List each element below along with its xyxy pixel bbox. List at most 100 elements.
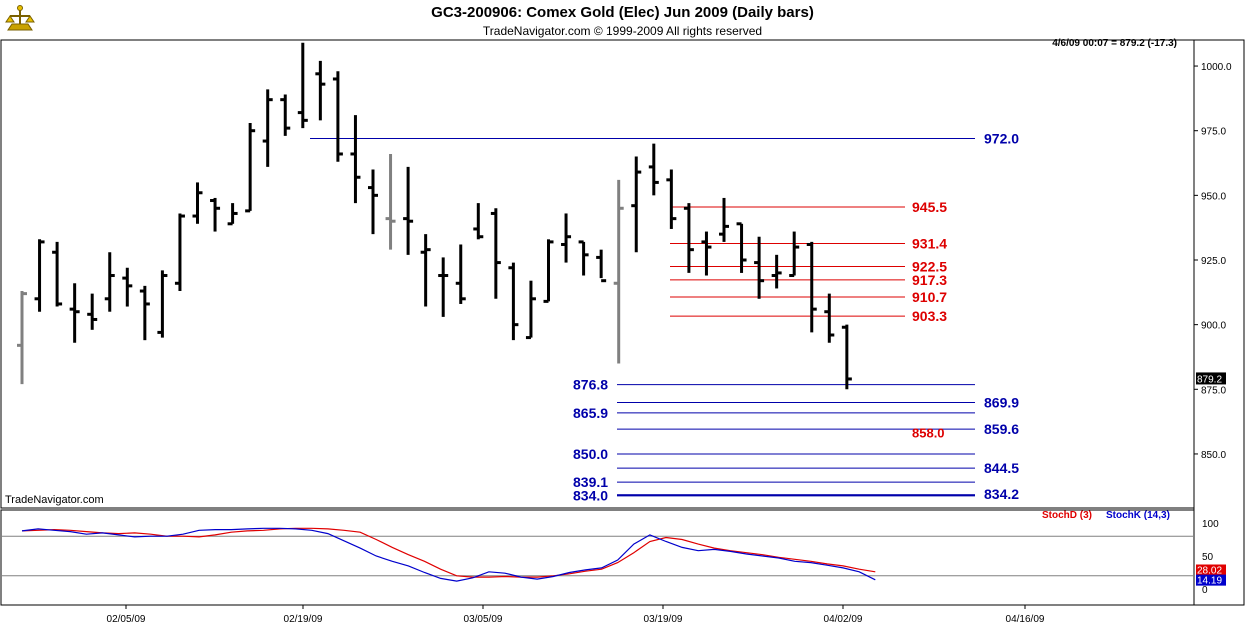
ohlc-bar (490, 208, 501, 299)
ohlc-bar (683, 203, 694, 273)
ohlc-bar (403, 166, 414, 255)
ohlc-bar (87, 293, 98, 330)
ohlc-bar (122, 267, 133, 307)
x-tick-label: 03/05/09 (464, 614, 503, 625)
y-tick-label: 1000.0 (1201, 62, 1232, 73)
ohlc-bar (666, 169, 677, 229)
x-tick-label: 04/16/09 (1006, 614, 1045, 625)
y-tick-label: 975.0 (1201, 127, 1226, 138)
ohlc-bar (34, 239, 45, 312)
ohlc-bar (578, 240, 589, 276)
y-tick-label: 925.0 (1201, 256, 1226, 267)
ohlc-bar (824, 293, 835, 343)
ohlc-bar (754, 236, 765, 299)
ohlc-bar (473, 203, 484, 240)
ohlc-bar (17, 291, 27, 385)
level-label: 859.6 (984, 421, 1019, 437)
stoch-tick-label: 100 (1202, 519, 1219, 530)
ohlc-bar (368, 169, 378, 235)
level-label: 903.3 (912, 308, 947, 324)
ohlc-bar (280, 94, 291, 136)
ohlc-bar (648, 143, 659, 196)
level-label: 834.2 (984, 486, 1019, 502)
stochd-legend: StochD (3) (1042, 510, 1092, 521)
stochk-badge (1196, 574, 1226, 586)
stoch-tick-label: 50 (1202, 552, 1214, 563)
ohlc-bar (438, 257, 449, 317)
level-label: 917.3 (912, 272, 947, 288)
x-tick-label: 04/02/09 (824, 614, 863, 625)
ohlc-bar (227, 203, 238, 226)
stochd-value: 28.02 (1197, 566, 1222, 577)
ohlc-bar (596, 249, 607, 283)
ohlc-bar (806, 241, 817, 333)
stoch-tick-label: 0 (1202, 585, 1208, 596)
level-label: 869.9 (984, 394, 1019, 410)
level-label: 839.1 (573, 474, 608, 490)
y-tick-label: 950.0 (1201, 191, 1226, 202)
stochd-line (21, 527, 876, 578)
level-label: 922.5 (912, 258, 947, 274)
indicator-panel-frame (0, 509, 1195, 606)
stochk-legend: StochK (14,3) (1106, 510, 1170, 521)
last-quote: 4/6/09 00:07 = 879.2 (-17.3) (1052, 38, 1177, 49)
level-label: 931.4 (912, 235, 947, 251)
ohlc-bar (192, 182, 203, 224)
ohlc-bar (104, 252, 115, 312)
last-price-label: 879.2 (1197, 374, 1222, 385)
ohlc-bar (525, 280, 536, 340)
ohlc-bar (52, 241, 63, 307)
x-tick-label: 02/19/09 (284, 614, 323, 625)
level-label: 834.0 (573, 487, 608, 503)
stochd-badge (1196, 564, 1226, 576)
ohlc-bar (157, 270, 168, 338)
ohlc-bar (455, 244, 466, 304)
ohlc-bar (701, 231, 712, 276)
ohlc-bar (210, 197, 221, 232)
x-tick-label: 02/05/09 (107, 614, 146, 625)
x-tick-label: 03/19/09 (644, 614, 683, 625)
ohlc-bar (420, 234, 431, 307)
level-label: 844.5 (984, 460, 1019, 476)
stochk-line (21, 527, 876, 582)
stochk-value: 14.19 (1197, 576, 1222, 587)
ohlc-bar (841, 324, 852, 390)
level-label: 850.0 (573, 446, 608, 462)
ohlc-bar (69, 283, 80, 343)
ohlc-bar (139, 285, 150, 341)
chart-title: GC3-200906: Comex Gold (Elec) Jun 2009 (… (431, 4, 814, 21)
level-label: 945.5 (912, 199, 947, 215)
ohlc-bar (561, 213, 572, 263)
level-label: 865.9 (573, 405, 608, 421)
ohlc-bar (789, 231, 800, 278)
ohlc-bar (350, 115, 361, 204)
ohlc-bar (543, 239, 554, 303)
annotation-label: 858.0 (912, 425, 945, 440)
level-label: 910.7 (912, 289, 947, 305)
axis-frame (1193, 39, 1245, 606)
y-tick-label: 850.0 (1201, 450, 1226, 461)
ohlc-bar (332, 71, 343, 162)
last-price-badge (1196, 372, 1226, 385)
ohlc-bar (174, 213, 185, 292)
ohlc-bar (771, 254, 782, 289)
ohlc-bar (315, 60, 326, 121)
y-tick-label: 900.0 (1201, 321, 1226, 332)
ohlc-bar (631, 156, 642, 253)
ohlc-bar (736, 222, 747, 273)
level-label: 972.0 (984, 130, 1019, 146)
watermark: TradeNavigator.com (5, 494, 104, 506)
ohlc-bar (297, 42, 308, 129)
ohlc-bar (719, 197, 729, 242)
ohlc-bar (245, 122, 256, 213)
ohlc-bar (508, 262, 519, 341)
chart-subtitle: TradeNavigator.com © 1999-2009 All right… (482, 24, 763, 38)
ohlc-bar (613, 179, 624, 364)
ohlc-bar (385, 153, 396, 250)
level-label: 876.8 (573, 377, 608, 393)
trade-navigator-logo (4, 4, 36, 34)
y-tick-label: 875.0 (1201, 385, 1226, 396)
ohlc-bar (262, 89, 273, 167)
